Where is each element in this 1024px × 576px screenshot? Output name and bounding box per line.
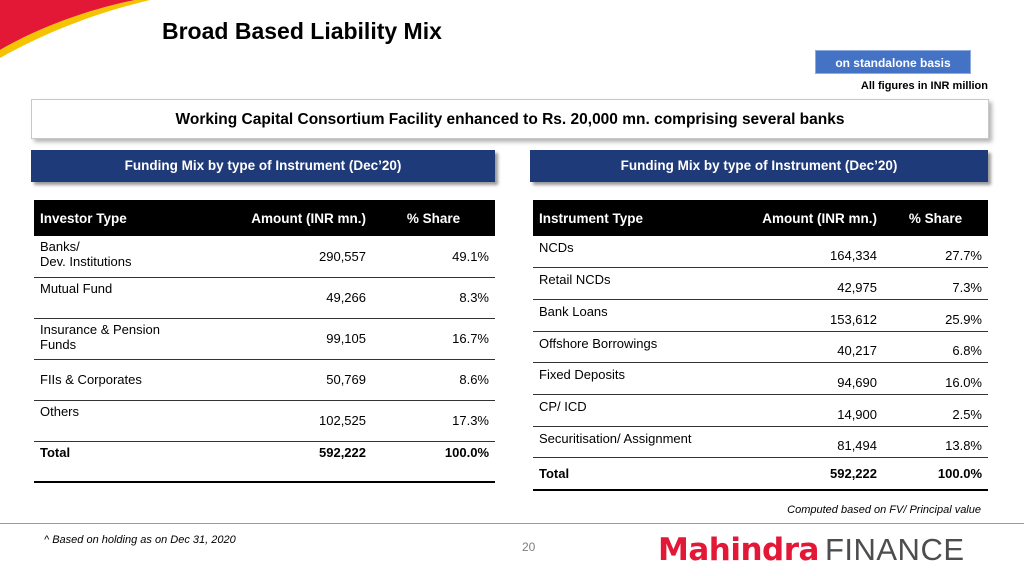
total-amount: 592,222 bbox=[733, 457, 883, 491]
amount-cell: 81,494 bbox=[733, 426, 883, 459]
share-cell: 2.5% bbox=[883, 394, 988, 427]
table-header-row: Instrument Type Amount (INR mn.) % Share bbox=[533, 200, 988, 236]
column-header-investor-type: Investor Type bbox=[34, 200, 227, 236]
amount-cell: 102,525 bbox=[227, 400, 372, 442]
table-row: Mutual Fund 49,266 8.3% bbox=[34, 277, 495, 319]
amount-cell: 14,900 bbox=[733, 394, 883, 427]
table-row: NCDs 164,334 27.7% bbox=[533, 236, 988, 269]
right-section-header: Funding Mix by type of Instrument (Dec’2… bbox=[530, 150, 988, 182]
instrument-type-cell: NCDs bbox=[533, 236, 733, 269]
corner-swoosh-graphic bbox=[0, 0, 150, 58]
table-row: CP/ ICD 14,900 2.5% bbox=[533, 394, 988, 427]
highlight-banner: Working Capital Consortium Facility enha… bbox=[31, 99, 989, 139]
instrument-type-cell: Retail NCDs bbox=[533, 267, 733, 300]
total-label: Total bbox=[34, 441, 227, 483]
investor-type-line2: Funds bbox=[40, 336, 77, 352]
total-share: 100.0% bbox=[883, 457, 988, 491]
investor-type-cell: Insurance & Pension Funds bbox=[34, 318, 227, 360]
footnote: ^ Based on holding as on Dec 31, 2020 bbox=[44, 534, 236, 546]
table-row: Securitisation/ Assignment 81,494 13.8% bbox=[533, 426, 988, 459]
instrument-type-cell: CP/ ICD bbox=[533, 394, 733, 427]
table-row: Bank Loans 153,612 25.9% bbox=[533, 299, 988, 332]
figures-note: All figures in INR million bbox=[860, 80, 988, 92]
table-row: Insurance & Pension Funds 99,105 16.7% bbox=[34, 318, 495, 360]
basis-badge: on standalone basis bbox=[815, 50, 971, 74]
share-cell: 17.3% bbox=[372, 400, 495, 442]
instrument-type-table: Instrument Type Amount (INR mn.) % Share… bbox=[533, 200, 988, 491]
investor-type-line2: Dev. Institutions bbox=[40, 254, 132, 269]
total-row: Total 592,222 100.0% bbox=[34, 441, 495, 483]
investor-type-cell: Others bbox=[34, 400, 227, 442]
amount-cell: 49,266 bbox=[227, 277, 372, 319]
logo-finance-text: FINANCE bbox=[824, 532, 965, 567]
investor-type-table: Investor Type Amount (INR mn.) % Share B… bbox=[34, 200, 495, 483]
investor-type-cell: Banks/Dev. Institutions bbox=[34, 236, 227, 278]
table-header-row: Investor Type Amount (INR mn.) % Share bbox=[34, 200, 495, 236]
instrument-type-cell: Offshore Borrowings bbox=[533, 331, 733, 364]
instrument-type-cell: Securitisation/ Assignment bbox=[533, 426, 733, 459]
table-row: Offshore Borrowings 40,217 6.8% bbox=[533, 331, 988, 364]
investor-type-cell: FIIs & Corporates bbox=[34, 359, 227, 401]
investor-type-line1: Insurance & Pension bbox=[40, 321, 160, 337]
share-cell: 25.9% bbox=[883, 299, 988, 332]
share-cell: 49.1% bbox=[372, 236, 495, 278]
column-header-instrument-type: Instrument Type bbox=[533, 200, 733, 236]
share-cell: 8.3% bbox=[372, 277, 495, 319]
total-label: Total bbox=[533, 457, 733, 491]
logo-mahindra-text: Mahindra bbox=[658, 532, 819, 568]
amount-cell: 153,612 bbox=[733, 299, 883, 332]
investor-type-cell: Mutual Fund bbox=[34, 277, 227, 319]
share-cell: 27.7% bbox=[883, 236, 988, 269]
total-share: 100.0% bbox=[372, 441, 495, 483]
amount-cell: 99,105 bbox=[227, 318, 372, 360]
column-header-share: % Share bbox=[372, 200, 495, 236]
investor-type-line1: Banks/ bbox=[40, 239, 80, 254]
share-cell: 8.6% bbox=[372, 359, 495, 401]
amount-cell: 94,690 bbox=[733, 362, 883, 395]
column-header-share: % Share bbox=[883, 200, 988, 236]
amount-cell: 164,334 bbox=[733, 236, 883, 269]
footer-divider bbox=[0, 523, 1024, 524]
table-row: FIIs & Corporates 50,769 8.6% bbox=[34, 359, 495, 401]
amount-cell: 290,557 bbox=[227, 236, 372, 278]
mahindra-finance-logo: Mahindra FINANCE bbox=[658, 532, 965, 568]
table-row: Fixed Deposits 94,690 16.0% bbox=[533, 362, 988, 395]
share-cell: 7.3% bbox=[883, 267, 988, 300]
total-amount: 592,222 bbox=[227, 441, 372, 483]
page-title: Broad Based Liability Mix bbox=[162, 18, 442, 44]
instrument-type-cell: Bank Loans bbox=[533, 299, 733, 332]
column-header-amount: Amount (INR mn.) bbox=[227, 200, 372, 236]
left-section-header: Funding Mix by type of Instrument (Dec’2… bbox=[31, 150, 495, 182]
table-row: Others 102,525 17.3% bbox=[34, 400, 495, 442]
table-row: Banks/Dev. Institutions 290,557 49.1% bbox=[34, 236, 495, 278]
computed-note: Computed based on FV/ Principal value bbox=[787, 504, 981, 516]
share-cell: 13.8% bbox=[883, 426, 988, 459]
share-cell: 16.0% bbox=[883, 362, 988, 395]
column-header-amount: Amount (INR mn.) bbox=[733, 200, 883, 236]
page-number: 20 bbox=[522, 540, 536, 554]
table-row: Retail NCDs 42,975 7.3% bbox=[533, 267, 988, 300]
share-cell: 16.7% bbox=[372, 318, 495, 360]
amount-cell: 50,769 bbox=[227, 359, 372, 401]
amount-cell: 42,975 bbox=[733, 267, 883, 300]
total-row: Total 592,222 100.0% bbox=[533, 457, 988, 491]
share-cell: 6.8% bbox=[883, 331, 988, 364]
instrument-type-cell: Fixed Deposits bbox=[533, 362, 733, 395]
amount-cell: 40,217 bbox=[733, 331, 883, 364]
